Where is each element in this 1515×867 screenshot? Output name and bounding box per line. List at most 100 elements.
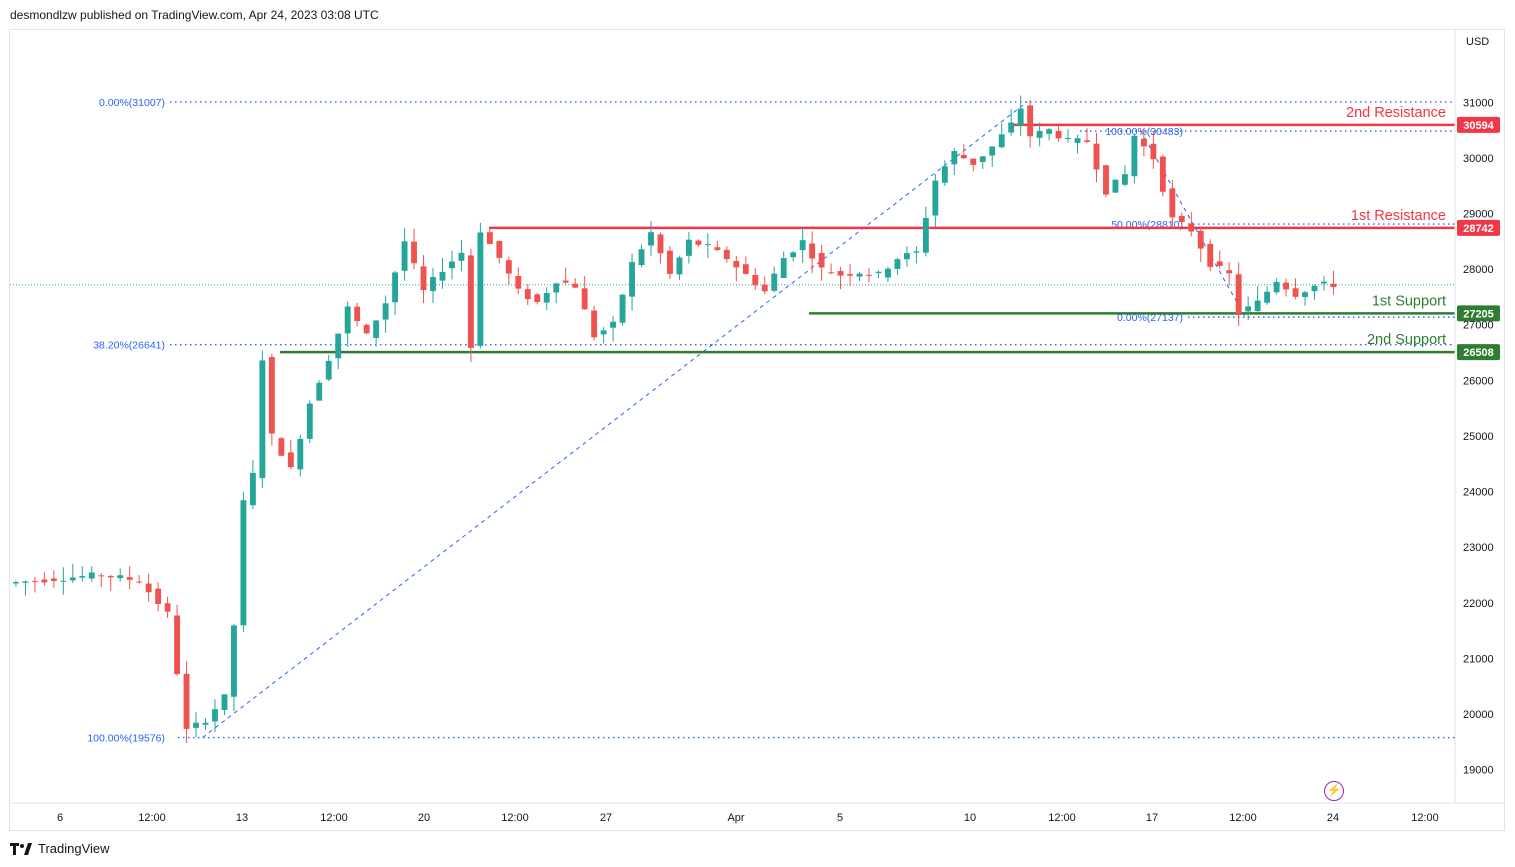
- y-tick-label: 31000: [1463, 97, 1494, 109]
- candle-body: [1150, 143, 1157, 160]
- candle-body: [1036, 130, 1043, 138]
- price-tag-label: 27205: [1463, 308, 1494, 320]
- candle-body: [126, 577, 133, 580]
- candle-body: [401, 241, 408, 271]
- candle-body: [1093, 143, 1100, 170]
- y-tick-label: 29000: [1463, 209, 1494, 221]
- axis-layer: USD 19000 20000 21000 22000 23000 24000 25000 26…: [10, 30, 1504, 824]
- candle-body: [174, 615, 181, 675]
- candle-body: [354, 306, 361, 322]
- candle-body: [1074, 138, 1081, 143]
- price-tag: [1457, 219, 1500, 236]
- candle-body: [1046, 129, 1053, 134]
- candle-body: [486, 232, 493, 244]
- candle-body: [316, 382, 323, 401]
- candle-body: [145, 583, 152, 593]
- candle-body: [297, 438, 304, 470]
- candle-body: [1169, 188, 1176, 218]
- candle-body: [1131, 135, 1138, 177]
- candle-body: [790, 252, 797, 258]
- candle-body: [600, 330, 607, 335]
- candle-body: [723, 249, 730, 260]
- candle-body: [344, 306, 351, 334]
- candle-body: [98, 575, 105, 577]
- x-tick-label: 27: [600, 812, 612, 824]
- candle-body: [941, 166, 948, 183]
- candle-body: [704, 244, 711, 246]
- fib-level-label: 100.00%(19576): [87, 733, 165, 745]
- candle-body: [989, 146, 996, 156]
- candle-body: [496, 241, 503, 258]
- candle-body: [761, 284, 768, 292]
- y-tick-label: 20000: [1463, 709, 1494, 721]
- candle-body: [1197, 230, 1204, 249]
- candle-body: [619, 294, 626, 323]
- y-tick-label: 22000: [1463, 598, 1494, 610]
- candle-body: [685, 239, 692, 256]
- x-tick-label: 12:00: [1048, 812, 1076, 824]
- candle-body: [325, 360, 332, 380]
- level-label: 1st Resistance: [1351, 208, 1446, 224]
- candle-body: [193, 722, 199, 728]
- candle-body: [1084, 140, 1090, 142]
- candle-body: [278, 438, 285, 456]
- x-tick-label: 10: [964, 812, 976, 824]
- candle-body: [458, 252, 465, 261]
- candle-body: [1017, 108, 1024, 126]
- candle-body: [1283, 282, 1290, 290]
- fib-level-label: 38.20%(26641): [93, 340, 165, 352]
- candle-body: [818, 252, 825, 268]
- candle-body: [951, 151, 958, 165]
- candle-body: [439, 271, 446, 281]
- candle-body: [979, 156, 986, 162]
- candle-body: [780, 258, 787, 279]
- candle-body: [1216, 261, 1223, 266]
- candle-body: [69, 577, 76, 581]
- candle-body: [524, 289, 531, 300]
- candle-body: [1311, 285, 1318, 292]
- candle-body: [373, 320, 380, 338]
- y-tick-label: 27000: [1463, 320, 1494, 332]
- currency-label: USD: [1466, 36, 1489, 48]
- y-tick-label: 28000: [1463, 264, 1494, 276]
- price-tag: [1457, 305, 1500, 322]
- candle-body: [183, 673, 190, 729]
- candle-body: [799, 240, 806, 251]
- candle-body: [202, 722, 209, 725]
- candle-body: [809, 243, 816, 259]
- x-tick-label: 5: [837, 812, 843, 824]
- candle-body: [1254, 300, 1261, 312]
- lightning-icon[interactable]: ⚡: [1324, 781, 1344, 801]
- price-tag: [1457, 344, 1500, 361]
- candle-body: [543, 293, 550, 303]
- candle-body: [562, 280, 569, 283]
- candle-body: [629, 262, 635, 297]
- x-tick-label: 17: [1146, 812, 1158, 824]
- candle-body: [79, 576, 86, 578]
- x-tick-label: 12:00: [1229, 812, 1257, 824]
- candle-body: [449, 261, 455, 269]
- y-tick-label: 25000: [1463, 431, 1494, 443]
- y-tick-label: 23000: [1463, 542, 1494, 554]
- x-tick-label: 24: [1327, 812, 1339, 824]
- candle-body: [1207, 243, 1214, 267]
- y-tick-label: 30000: [1463, 153, 1494, 165]
- candle-body: [1226, 270, 1233, 274]
- candle-body: [572, 283, 579, 288]
- candle-body: [638, 249, 645, 266]
- y-tick-label: 26000: [1463, 375, 1494, 387]
- candle-body: [477, 232, 484, 346]
- levels-layer: 2nd Resistance 30594 1st Resistance 28742 1s…: [280, 105, 1500, 361]
- candle-body: [960, 154, 967, 159]
- candle-body: [164, 603, 171, 612]
- candle-body: [1112, 179, 1119, 193]
- candle-body: [1065, 138, 1071, 140]
- candle-body: [1055, 130, 1062, 139]
- x-tick-label: 12:00: [320, 812, 348, 824]
- candle-body: [875, 271, 882, 274]
- x-tick-label: 12:00: [138, 812, 166, 824]
- level-label: 1st Support: [1372, 293, 1446, 309]
- candle-body: [249, 472, 256, 506]
- level-label: 2nd Support: [1367, 332, 1446, 348]
